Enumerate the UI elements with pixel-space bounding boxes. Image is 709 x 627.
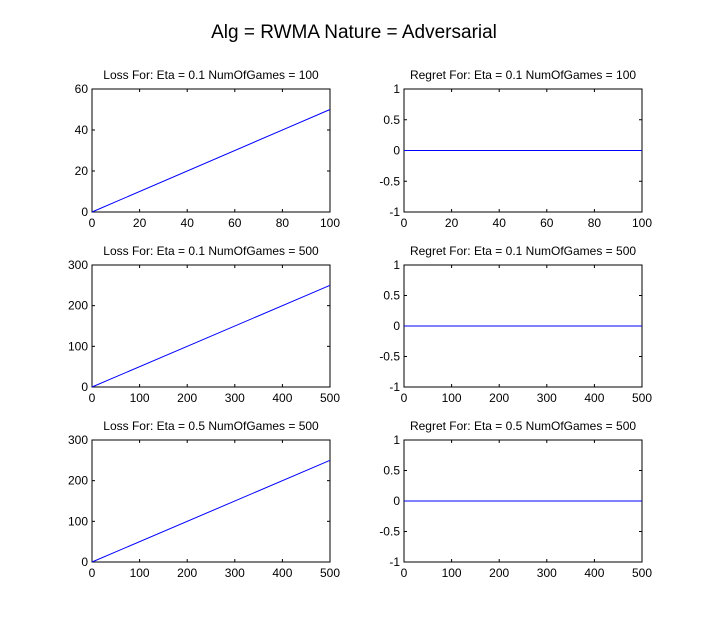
plot-area <box>91 264 331 388</box>
y-tick-label: 0 <box>393 494 400 508</box>
subplot-3: Loss For: Eta = 0.1 NumOfGames = 500 0 100… <box>68 244 340 405</box>
x-tick-label: 100 <box>632 216 652 230</box>
subplot-title: Regret For: Eta = 0.5 NumOfGames = 500 <box>410 419 636 433</box>
subplot-4: Regret For: Eta = 0.1 NumOfGames = 500 0 1… <box>379 244 652 405</box>
y-tick-label: 60 <box>75 82 89 96</box>
y-tick-label: 0 <box>81 380 88 394</box>
x-tick-label: 80 <box>588 216 602 230</box>
y-tick-label: 1 <box>393 82 400 96</box>
x-tick-label: 200 <box>489 391 509 405</box>
y-tick-label: -0.5 <box>379 350 400 364</box>
subplots-grid: Loss For: Eta = 0.1 NumOfGames = 100 0 20 4… <box>68 68 652 580</box>
x-tick-label: 500 <box>320 391 340 405</box>
subplot-title: Regret For: Eta = 0.1 NumOfGames = 100 <box>410 68 636 82</box>
subplot-title: Loss For: Eta = 0.1 NumOfGames = 500 <box>103 244 319 258</box>
series-line <box>91 284 331 388</box>
series-line <box>91 109 331 213</box>
x-tick-label: 0 <box>401 391 408 405</box>
x-tick-label: 0 <box>89 391 96 405</box>
y-tick-label: 1 <box>393 258 400 272</box>
x-tick-label: 20 <box>133 216 147 230</box>
y-tick-label: 0 <box>81 555 88 569</box>
subplot-2: Regret For: Eta = 0.1 NumOfGames = 100 0 2… <box>379 68 652 230</box>
x-tick-label: 100 <box>320 216 340 230</box>
x-tick-label: 0 <box>401 566 408 580</box>
y-tick-label: 300 <box>68 258 88 272</box>
y-tick-label: -0.5 <box>379 525 400 539</box>
x-tick-label: 300 <box>537 391 557 405</box>
x-tick-label: 20 <box>445 216 459 230</box>
x-tick-label: 60 <box>540 216 554 230</box>
x-tick-label: 400 <box>584 566 604 580</box>
x-tick-label: 80 <box>276 216 290 230</box>
y-tick-label: 0 <box>393 319 400 333</box>
x-tick-label: 40 <box>493 216 507 230</box>
y-tick-label: 0 <box>81 205 88 219</box>
x-tick-label: 0 <box>401 216 408 230</box>
y-tick-label: 0 <box>393 144 400 158</box>
x-tick-label: 200 <box>489 566 509 580</box>
subplot-title: Loss For: Eta = 0.5 NumOfGames = 500 <box>103 419 319 433</box>
x-tick-label: 400 <box>272 391 292 405</box>
subplot-5: Loss For: Eta = 0.5 NumOfGames = 500 0 100… <box>68 419 340 580</box>
x-tick-label: 40 <box>181 216 195 230</box>
y-tick-label: 100 <box>68 514 88 528</box>
subplot-6: Regret For: Eta = 0.5 NumOfGames = 500 0 1… <box>379 419 652 580</box>
y-tick-label: -0.5 <box>379 174 400 188</box>
y-tick-label: 0.5 <box>383 113 400 127</box>
y-tick-label: -1 <box>389 555 400 569</box>
x-tick-label: 200 <box>177 566 197 580</box>
y-tick-label: 200 <box>68 299 88 313</box>
y-tick-label: 40 <box>75 123 89 137</box>
x-tick-label: 0 <box>89 566 96 580</box>
y-tick-label: 1 <box>393 433 400 447</box>
subplot-title: Loss For: Eta = 0.1 NumOfGames = 100 <box>103 68 319 82</box>
y-tick-label: 20 <box>75 164 89 178</box>
x-tick-label: 300 <box>537 566 557 580</box>
x-tick-label: 400 <box>584 391 604 405</box>
x-tick-label: 100 <box>442 391 462 405</box>
y-tick-label: -1 <box>389 205 400 219</box>
x-tick-label: 100 <box>130 566 150 580</box>
y-tick-label: 100 <box>68 339 88 353</box>
figure-title: Alg = RWMA Nature = Adversarial <box>211 22 497 43</box>
x-tick-label: 500 <box>320 566 340 580</box>
x-tick-label: 0 <box>89 216 96 230</box>
x-tick-label: 500 <box>632 391 652 405</box>
x-tick-label: 200 <box>177 391 197 405</box>
plot-area <box>91 439 331 563</box>
x-tick-label: 100 <box>130 391 150 405</box>
x-tick-label: 60 <box>228 216 242 230</box>
x-tick-label: 500 <box>632 566 652 580</box>
x-tick-label: 300 <box>225 391 245 405</box>
series-line <box>91 459 331 563</box>
y-tick-label: -1 <box>389 380 400 394</box>
y-tick-label: 0.5 <box>383 289 400 303</box>
y-tick-label: 300 <box>68 433 88 447</box>
x-tick-label: 400 <box>272 566 292 580</box>
subplot-title: Regret For: Eta = 0.1 NumOfGames = 500 <box>410 244 636 258</box>
subplot-1: Loss For: Eta = 0.1 NumOfGames = 100 0 20 4… <box>75 68 341 230</box>
x-tick-label: 100 <box>442 566 462 580</box>
x-tick-label: 300 <box>225 566 245 580</box>
y-tick-label: 0.5 <box>383 464 400 478</box>
plot-area <box>91 88 331 213</box>
y-tick-label: 200 <box>68 474 88 488</box>
